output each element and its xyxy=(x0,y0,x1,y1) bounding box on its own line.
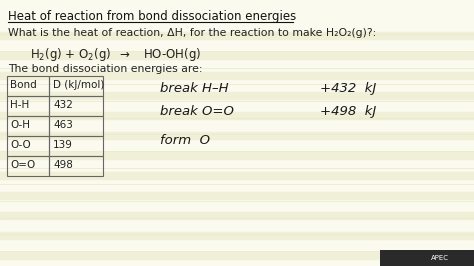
Text: +432  kJ: +432 kJ xyxy=(320,82,376,95)
Text: O-O: O-O xyxy=(10,140,31,150)
Text: APEC: APEC xyxy=(431,255,449,261)
Text: 463: 463 xyxy=(53,120,73,130)
Bar xyxy=(49,76,103,96)
Bar xyxy=(49,156,103,176)
Bar xyxy=(49,96,103,116)
Bar xyxy=(7,76,49,96)
Text: D (kJ/mol): D (kJ/mol) xyxy=(53,80,104,90)
Text: 432: 432 xyxy=(53,100,73,110)
Text: +498  kJ: +498 kJ xyxy=(320,105,376,118)
Text: Bond: Bond xyxy=(10,80,37,90)
Bar xyxy=(7,136,49,156)
Text: H$_2$(g) + O$_2$(g)  $\rightarrow$   HO-OH(g): H$_2$(g) + O$_2$(g) $\rightarrow$ HO-OH(… xyxy=(30,46,201,63)
Text: What is the heat of reaction, ΔH, for the reaction to make H₂O₂(g)?:: What is the heat of reaction, ΔH, for th… xyxy=(8,28,376,38)
Bar xyxy=(7,156,49,176)
Text: form  O: form O xyxy=(160,134,210,147)
Text: O-H: O-H xyxy=(10,120,30,130)
Text: break H–H: break H–H xyxy=(160,82,228,95)
Text: 139: 139 xyxy=(53,140,73,150)
Text: H-H: H-H xyxy=(10,100,29,110)
Bar xyxy=(49,116,103,136)
Text: The bond dissociation energies are:: The bond dissociation energies are: xyxy=(8,64,202,74)
Bar xyxy=(7,116,49,136)
Text: Heat of reaction from bond dissociation energies: Heat of reaction from bond dissociation … xyxy=(8,10,296,23)
Bar xyxy=(7,96,49,116)
Bar xyxy=(380,250,474,266)
Text: O=O: O=O xyxy=(10,160,35,170)
Bar xyxy=(49,136,103,156)
Text: break O=O: break O=O xyxy=(160,105,234,118)
Text: 498: 498 xyxy=(53,160,73,170)
